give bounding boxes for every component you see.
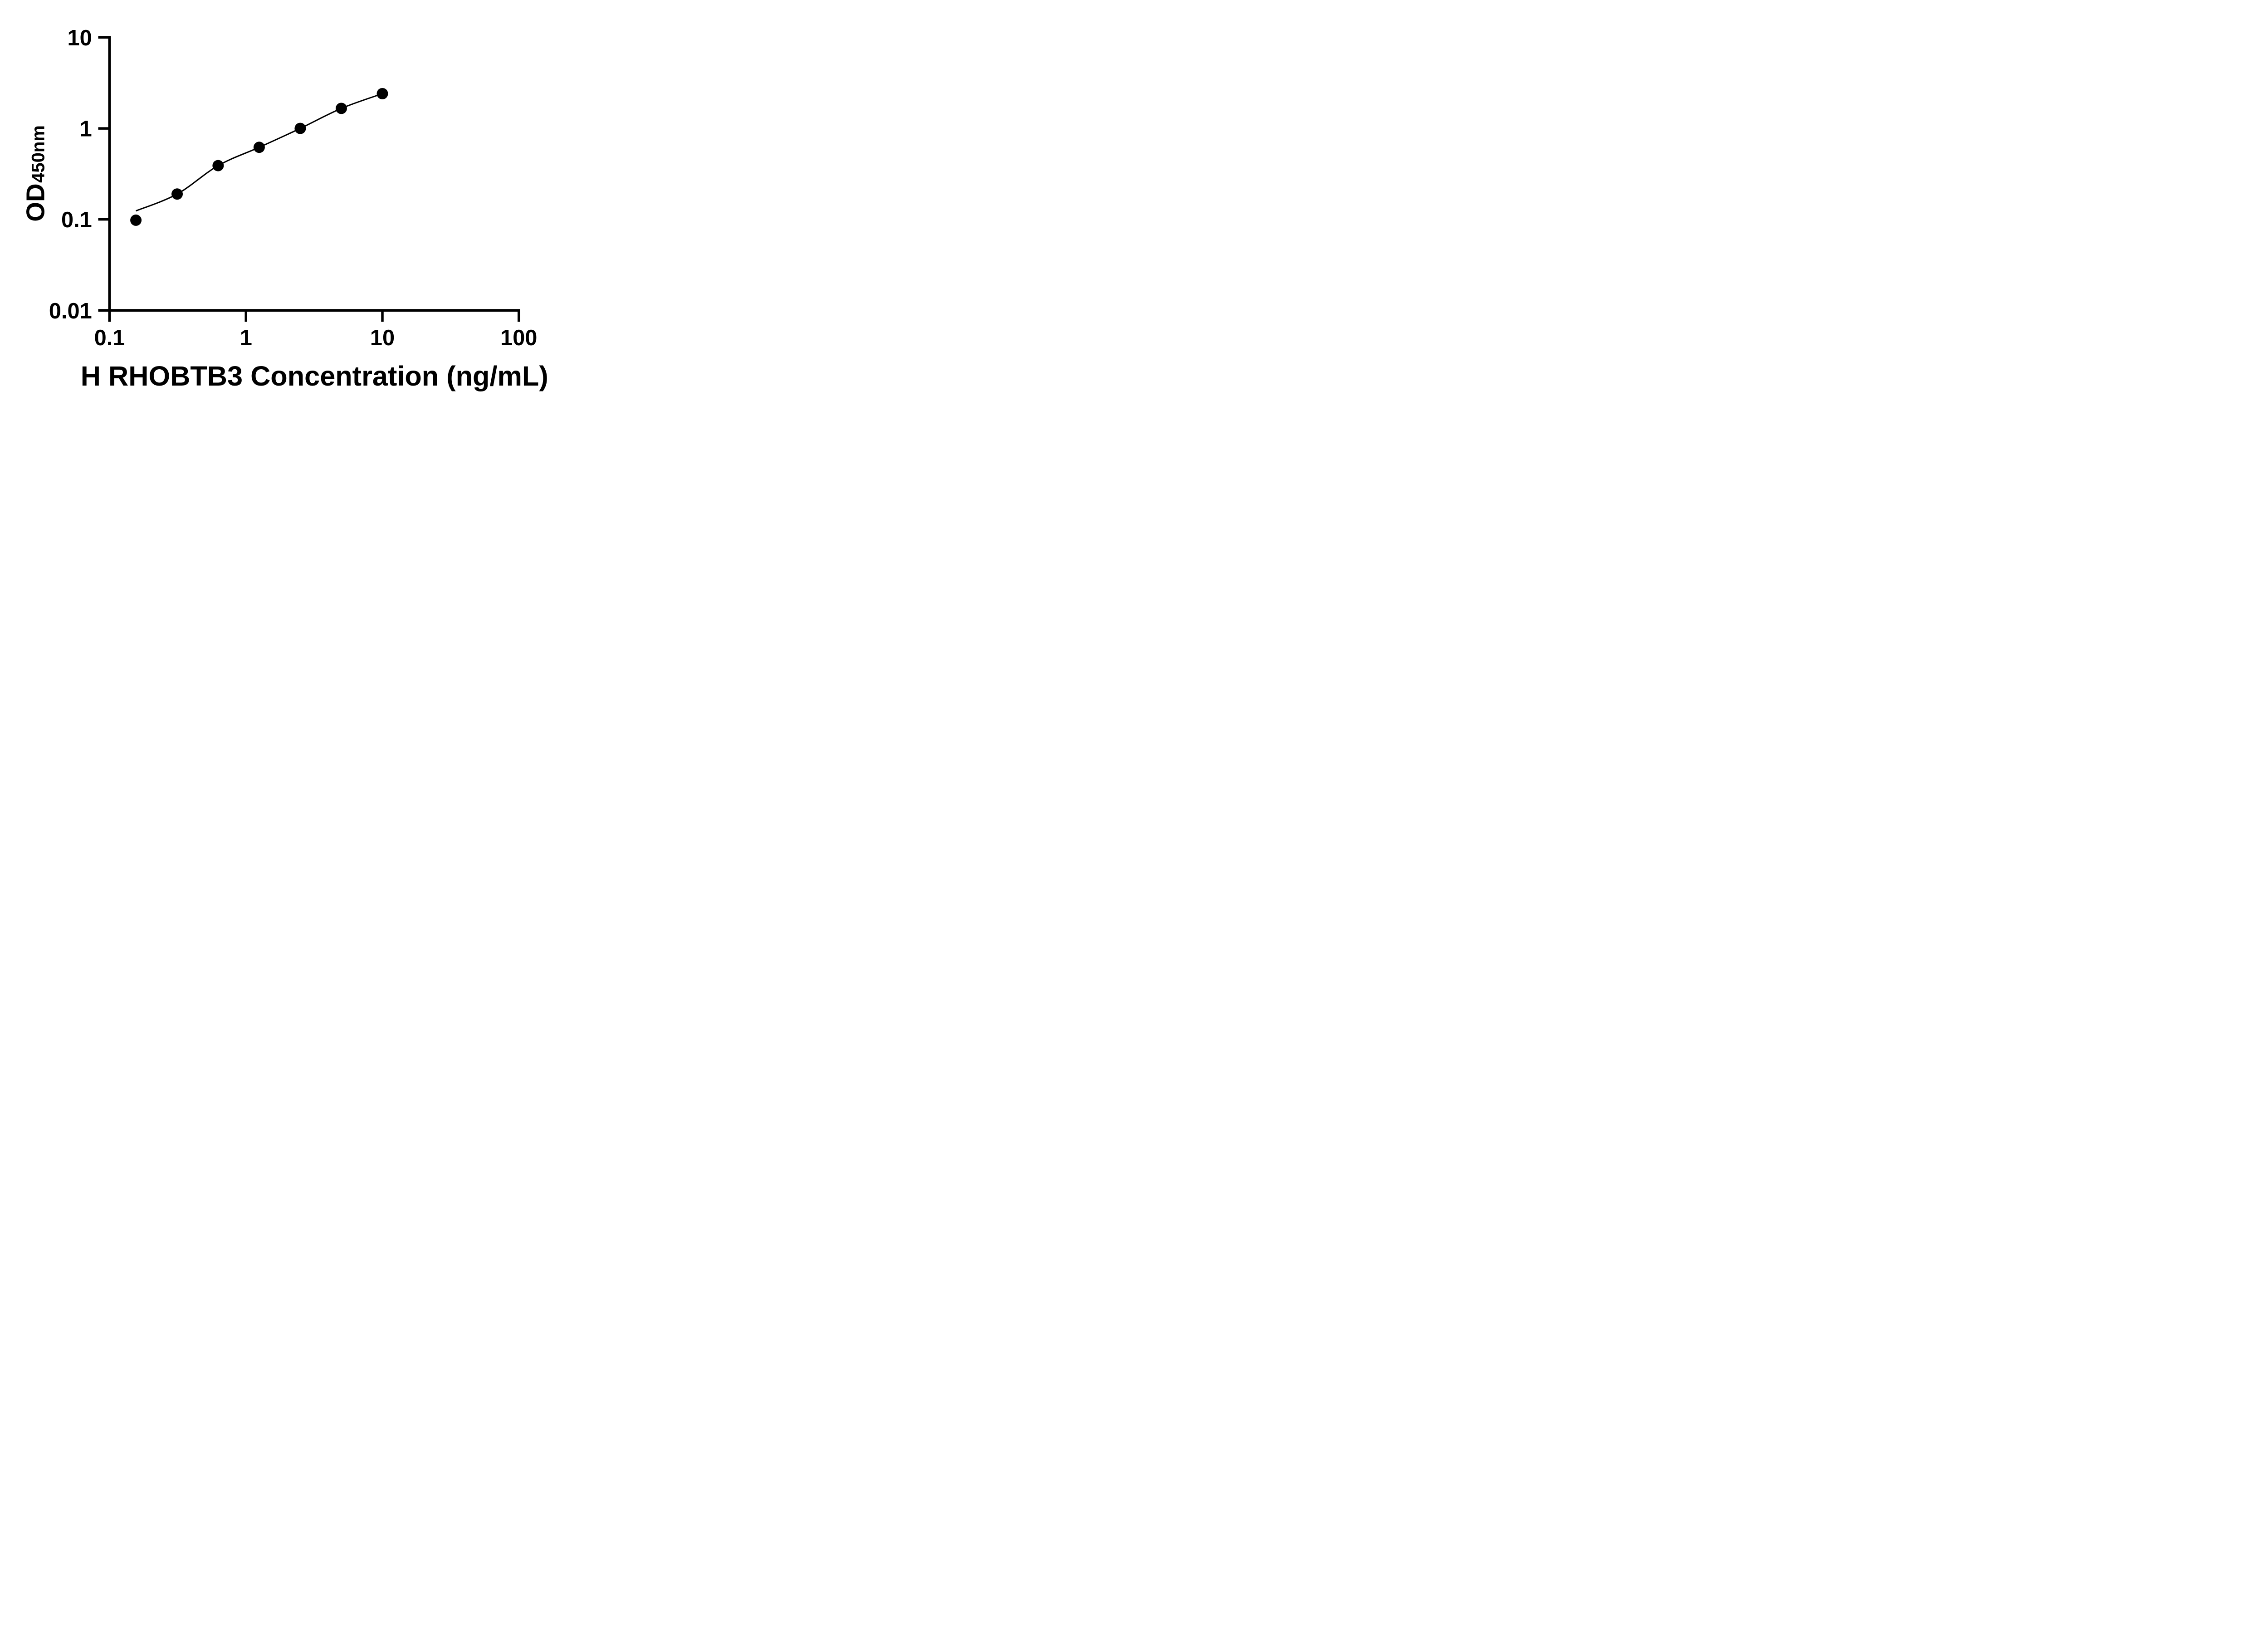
data-point-x5 [335, 103, 347, 114]
data-point-x10 [376, 88, 388, 99]
elisa-standard-curve-figure: 10 1 0.1 0.01 0.1 1 10 100 H RHOBTB3 Concentrat… [0, 0, 581, 408]
x-tick-label-10: 10 [370, 326, 395, 350]
x-tick-label-1: 1 [240, 326, 252, 350]
y-tick-label-0.1: 0.1 [61, 208, 92, 232]
y-axis-title-subscript: 450nm [28, 125, 48, 183]
y-axis-title: OD450nm [21, 125, 49, 222]
y-tick-label-0.01: 0.01 [49, 299, 92, 323]
axes [98, 36, 520, 322]
data-point-x1.25 [253, 142, 265, 153]
data-point-x0.156 [130, 214, 142, 226]
y-tick-label-1: 1 [80, 117, 92, 142]
x-tick-label-0.1: 0.1 [94, 326, 125, 350]
data-points-layer [130, 88, 388, 226]
data-point-x2.5 [294, 122, 306, 134]
data-point-x0.313 [171, 188, 183, 200]
x-axis-title: H RHOBTB3 Concentration (ng/mL) [81, 361, 548, 391]
x-tick-label-100: 100 [500, 326, 537, 350]
data-point-x0.625 [212, 160, 224, 171]
y-axis-title-main: OD [21, 183, 49, 221]
y-tick-label-10: 10 [68, 26, 92, 50]
